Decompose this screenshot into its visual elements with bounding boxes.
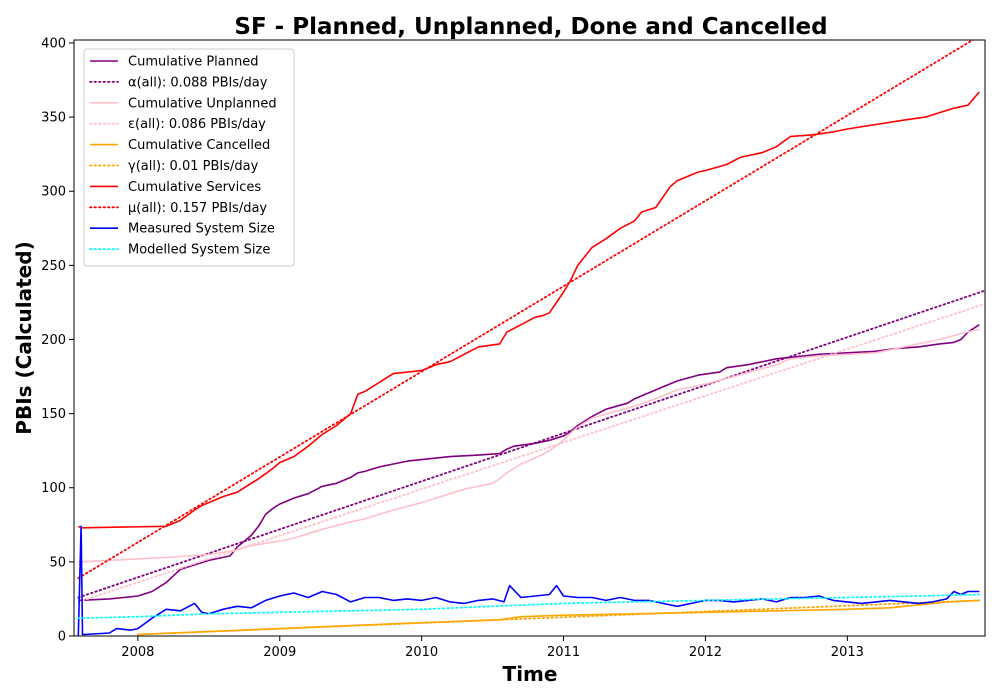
series-line-all-0-086-pbis-day-3 <box>77 302 985 603</box>
series-line-all-0-088-pbis-day-1 <box>77 289 985 599</box>
legend-box <box>83 48 295 267</box>
legend-label: Measured System Size <box>128 222 275 237</box>
legend-label: Modelled System Size <box>128 243 270 258</box>
chart-title: SF - Planned, Unplanned, Done and Cancel… <box>234 14 827 40</box>
y-tick-label: 100 <box>41 481 66 496</box>
y-tick-label: 250 <box>41 259 66 274</box>
legend-label: Cumulative Cancelled <box>128 138 270 153</box>
series-line-all-0-01-pbis-day-5 <box>136 599 981 636</box>
y-axis: 0 50 100 150 200 250 300 350 400 <box>41 36 74 645</box>
legend: Cumulative Planned α(all): 0.088 PBIs/day… <box>83 48 295 267</box>
y-tick-label: 150 <box>41 407 66 422</box>
x-axis-title: Time <box>503 662 558 686</box>
plot-frame <box>73 39 986 637</box>
legend-label: μ(all): 0.157 PBIs/day <box>128 201 267 216</box>
x-axis: 2008 2009 2010 2011 2012 2013 <box>121 636 864 660</box>
y-tick-label: 350 <box>41 111 66 126</box>
series-line-measured-system-size-8 <box>77 525 980 636</box>
y-tick-label: 200 <box>41 333 66 348</box>
x-tick-label: 2008 <box>121 645 154 660</box>
series-line-cumulative-services-6 <box>77 91 980 529</box>
y-tick-label: 300 <box>41 185 66 200</box>
series-line-cumulative-unplanned-2 <box>78 328 980 563</box>
legend-label: α(all): 0.088 PBIs/day <box>128 75 268 90</box>
series-line-cumulative-planned-0 <box>78 324 980 602</box>
legend-label: ε(all): 0.086 PBIs/day <box>128 117 266 132</box>
x-tick-label: 2013 <box>831 645 864 660</box>
series-line-modelled-system-size-9 <box>77 593 981 620</box>
x-tick-label: 2010 <box>405 645 438 660</box>
series-layer <box>77 40 985 636</box>
series-line-all-0-157-pbis-day-7 <box>77 40 975 580</box>
x-tick-label: 2012 <box>689 645 722 660</box>
y-tick-label: 50 <box>49 555 66 570</box>
legend-label: γ(all): 0.01 PBIs/day <box>128 159 259 174</box>
x-tick-label: 2011 <box>547 645 580 660</box>
y-axis-title: PBIs (Calculated) <box>12 241 36 434</box>
x-tick-label: 2009 <box>263 645 296 660</box>
legend-label: Cumulative Planned <box>128 55 258 70</box>
legend-label: Cumulative Unplanned <box>128 96 277 111</box>
y-tick-label: 0 <box>58 630 66 645</box>
y-tick-label: 400 <box>41 36 66 51</box>
legend-label: Cumulative Services <box>128 180 261 195</box>
